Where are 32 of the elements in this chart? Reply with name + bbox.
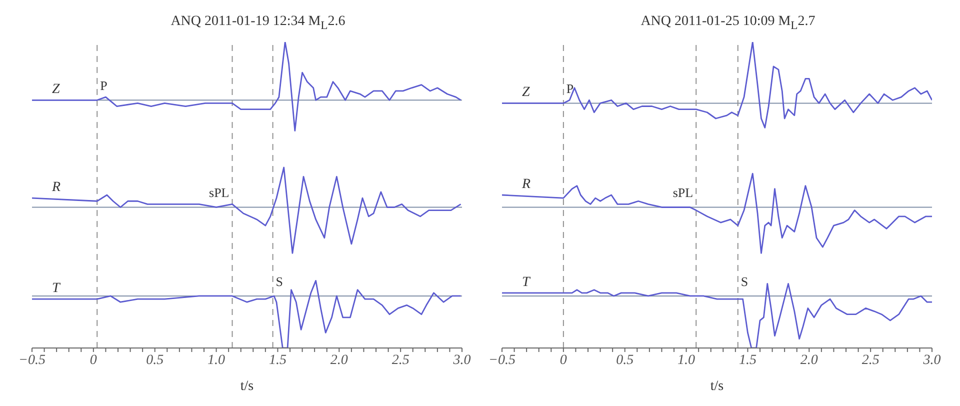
x-tick-label: 0 xyxy=(90,352,97,368)
x-tick-label: 1.0 xyxy=(208,352,226,368)
x-tick-label: 0.5 xyxy=(146,352,164,368)
chart-title: ANQ 2011-01-25 10:09 M$_{L}$2.7 xyxy=(640,13,816,34)
x-tick-label: 3.0 xyxy=(452,352,471,368)
chart-title: ANQ 2011-01-19 12:34 M$_{L}$2.6 xyxy=(170,13,346,34)
x-tick-label: 1.5 xyxy=(738,352,756,368)
x-tick-label: 2.0 xyxy=(800,352,818,368)
ref-line-label: P xyxy=(100,78,108,94)
ref-line-label: S xyxy=(740,274,748,289)
series-label: T xyxy=(522,274,531,290)
x-tick-label: 2.5 xyxy=(392,352,410,368)
series-label: R xyxy=(51,180,61,196)
x-tick-label: 2.5 xyxy=(862,352,880,368)
ref-line-label: P xyxy=(566,81,574,96)
series-label: R xyxy=(521,177,531,192)
x-tick-label: 0.5 xyxy=(616,352,634,368)
x-axis-title: t/s xyxy=(240,379,254,394)
ref-line-label: sPL xyxy=(209,185,230,200)
x-tick-label: 1.0 xyxy=(678,352,696,368)
x-axis-title: t/s xyxy=(710,379,724,394)
x-tick-label: 2.0 xyxy=(330,352,348,368)
series-label: Z xyxy=(52,82,60,98)
x-tick-label: 3.0 xyxy=(922,352,941,368)
series-label: Z xyxy=(522,85,530,100)
x-tick-label: 1.5 xyxy=(268,352,286,368)
x-tick-label: 0 xyxy=(560,352,567,368)
ref-line-label: sPL xyxy=(672,185,694,200)
x-tick-label: −0.5 xyxy=(488,352,516,368)
series-label: T xyxy=(52,281,61,296)
x-tick-label: −0.5 xyxy=(18,352,46,368)
ref-line-label: S xyxy=(276,274,284,289)
